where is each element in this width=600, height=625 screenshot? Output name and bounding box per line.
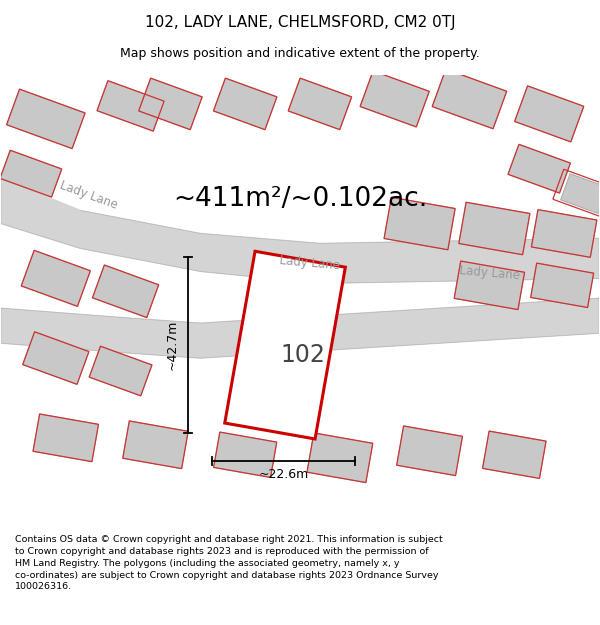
Polygon shape [0, 150, 62, 197]
Polygon shape [123, 421, 188, 469]
Polygon shape [92, 265, 158, 318]
Text: Map shows position and indicative extent of the property.: Map shows position and indicative extent… [120, 48, 480, 61]
Polygon shape [225, 251, 346, 439]
Text: ~42.7m: ~42.7m [166, 320, 179, 370]
Polygon shape [482, 431, 546, 478]
Polygon shape [97, 81, 164, 131]
Polygon shape [89, 346, 152, 396]
Polygon shape [7, 89, 85, 149]
Polygon shape [21, 250, 91, 306]
Polygon shape [288, 78, 352, 129]
Polygon shape [33, 414, 98, 462]
Polygon shape [508, 144, 571, 193]
Polygon shape [360, 71, 429, 127]
Text: ~411m²/~0.102ac.: ~411m²/~0.102ac. [173, 186, 427, 212]
Polygon shape [214, 432, 277, 478]
Polygon shape [560, 174, 600, 214]
Text: 102, LADY LANE, CHELMSFORD, CM2 0TJ: 102, LADY LANE, CHELMSFORD, CM2 0TJ [145, 15, 455, 30]
Polygon shape [397, 426, 463, 476]
Text: Contains OS data © Crown copyright and database right 2021. This information is : Contains OS data © Crown copyright and d… [15, 535, 443, 591]
Text: 102: 102 [281, 343, 325, 367]
Polygon shape [1, 298, 599, 358]
Polygon shape [530, 263, 593, 308]
Text: Lady Lane: Lady Lane [279, 254, 341, 272]
Polygon shape [139, 78, 202, 129]
Polygon shape [432, 69, 507, 129]
Polygon shape [532, 209, 597, 258]
Polygon shape [384, 198, 455, 250]
Polygon shape [1, 179, 599, 283]
Text: Lady Lane: Lady Lane [458, 264, 520, 282]
Polygon shape [515, 86, 584, 142]
Polygon shape [459, 202, 530, 255]
Text: ~22.6m: ~22.6m [259, 468, 308, 481]
Polygon shape [214, 78, 277, 129]
Polygon shape [454, 261, 524, 309]
Text: Lady Lane: Lady Lane [58, 179, 119, 212]
Polygon shape [23, 332, 89, 384]
Polygon shape [307, 433, 373, 482]
